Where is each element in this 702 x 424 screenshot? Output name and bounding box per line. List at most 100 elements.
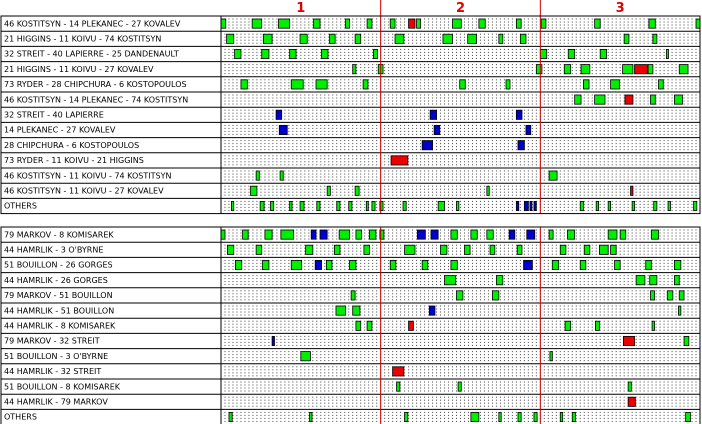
tick-dot bbox=[228, 149, 230, 151]
tick-dot bbox=[308, 155, 310, 157]
tick-dot bbox=[691, 88, 693, 90]
tick-dot bbox=[240, 146, 242, 148]
tick-dot bbox=[320, 39, 322, 41]
tick-dot bbox=[635, 158, 637, 160]
tick-dot bbox=[687, 155, 689, 157]
tick-dot bbox=[400, 64, 402, 66]
tick-dot bbox=[404, 127, 406, 129]
tick-dot bbox=[683, 146, 685, 148]
tick-dot bbox=[424, 155, 426, 157]
tick-dot bbox=[452, 115, 454, 117]
tick-dot bbox=[248, 88, 250, 90]
tick-dot bbox=[595, 33, 597, 35]
tick-dot bbox=[276, 176, 278, 178]
tick-dot bbox=[412, 82, 414, 84]
tick-dot bbox=[575, 118, 577, 120]
tick-dot bbox=[651, 140, 653, 142]
tick-dot bbox=[615, 100, 617, 102]
tick-dot bbox=[384, 109, 386, 111]
tick-dot bbox=[475, 112, 477, 114]
tick-dot bbox=[260, 118, 262, 120]
tick-dot bbox=[663, 21, 665, 23]
tick-dot bbox=[467, 103, 469, 105]
tick-dot bbox=[336, 18, 338, 20]
tick-dot bbox=[292, 146, 294, 148]
tick-dot bbox=[300, 158, 302, 160]
tick-dot bbox=[284, 100, 286, 102]
tick-dot bbox=[268, 176, 270, 178]
tick-dot bbox=[603, 79, 605, 81]
tick-dot bbox=[587, 155, 589, 157]
tick-dot bbox=[483, 82, 485, 84]
tick-dot bbox=[543, 67, 545, 69]
tick-dot bbox=[396, 173, 398, 175]
tick-dot bbox=[452, 173, 454, 175]
tick-dot bbox=[364, 130, 366, 132]
tick-dot bbox=[368, 85, 370, 87]
tick-dot bbox=[619, 109, 621, 111]
tick-dot bbox=[535, 33, 537, 35]
tick-dot bbox=[527, 33, 529, 35]
tick-dot bbox=[667, 112, 669, 114]
tick-dot bbox=[288, 124, 290, 126]
tick-dot bbox=[663, 100, 665, 102]
tick-dot bbox=[336, 79, 338, 81]
tick-dot bbox=[571, 146, 573, 148]
tick-dot bbox=[412, 130, 414, 132]
tick-dot bbox=[671, 158, 673, 160]
tick-dot bbox=[304, 115, 306, 117]
tick-dot bbox=[527, 103, 529, 105]
tick-dot bbox=[607, 118, 609, 120]
tick-dot bbox=[551, 79, 553, 81]
tick-dot bbox=[527, 79, 529, 81]
tick-dot bbox=[420, 155, 422, 157]
tick-dot bbox=[663, 33, 665, 35]
tick-dot bbox=[288, 70, 290, 72]
tick-dot bbox=[436, 67, 438, 69]
tick-dot bbox=[224, 36, 226, 38]
tick-dot bbox=[615, 27, 617, 29]
tick-dot bbox=[236, 170, 238, 172]
tick-dot bbox=[312, 127, 314, 129]
tick-dot bbox=[300, 48, 302, 50]
tick-dot bbox=[308, 133, 310, 135]
tick-dot bbox=[647, 155, 649, 157]
tick-dot bbox=[603, 39, 605, 41]
tick-dot bbox=[479, 158, 481, 160]
tick-dot bbox=[296, 73, 298, 75]
tick-dot bbox=[499, 118, 501, 120]
tick-dot bbox=[511, 79, 513, 81]
tick-dot bbox=[296, 51, 298, 53]
tick-dot bbox=[408, 70, 410, 72]
tick-dot bbox=[471, 103, 473, 105]
tick-dot bbox=[288, 97, 290, 99]
tick-dot bbox=[483, 103, 485, 105]
tick-dot bbox=[232, 149, 234, 151]
tick-dot bbox=[619, 133, 621, 135]
tick-dot bbox=[344, 94, 346, 96]
tick-dot bbox=[252, 67, 254, 69]
tick-dot bbox=[463, 42, 465, 44]
tick-dot bbox=[479, 70, 481, 72]
tick-dot bbox=[248, 18, 250, 20]
tick-dot bbox=[264, 109, 266, 111]
tick-dot bbox=[671, 130, 673, 132]
tick-dot bbox=[603, 109, 605, 111]
tick-dot bbox=[559, 115, 561, 117]
tick-dot bbox=[495, 88, 497, 90]
tick-dot bbox=[531, 94, 533, 96]
tick-dot bbox=[244, 149, 246, 151]
tick-dot bbox=[479, 149, 481, 151]
tick-dot bbox=[288, 179, 290, 181]
tick-dot bbox=[643, 39, 645, 41]
tick-dot bbox=[252, 33, 254, 35]
tick-dot bbox=[475, 100, 477, 102]
tick-dot bbox=[603, 85, 605, 87]
tick-dot bbox=[655, 164, 657, 166]
tick-dot bbox=[352, 79, 354, 81]
tick-dot bbox=[412, 33, 414, 35]
tick-dot bbox=[416, 140, 418, 142]
tick-dot bbox=[599, 155, 601, 157]
tick-dot bbox=[619, 140, 621, 142]
tick-dot bbox=[424, 48, 426, 50]
